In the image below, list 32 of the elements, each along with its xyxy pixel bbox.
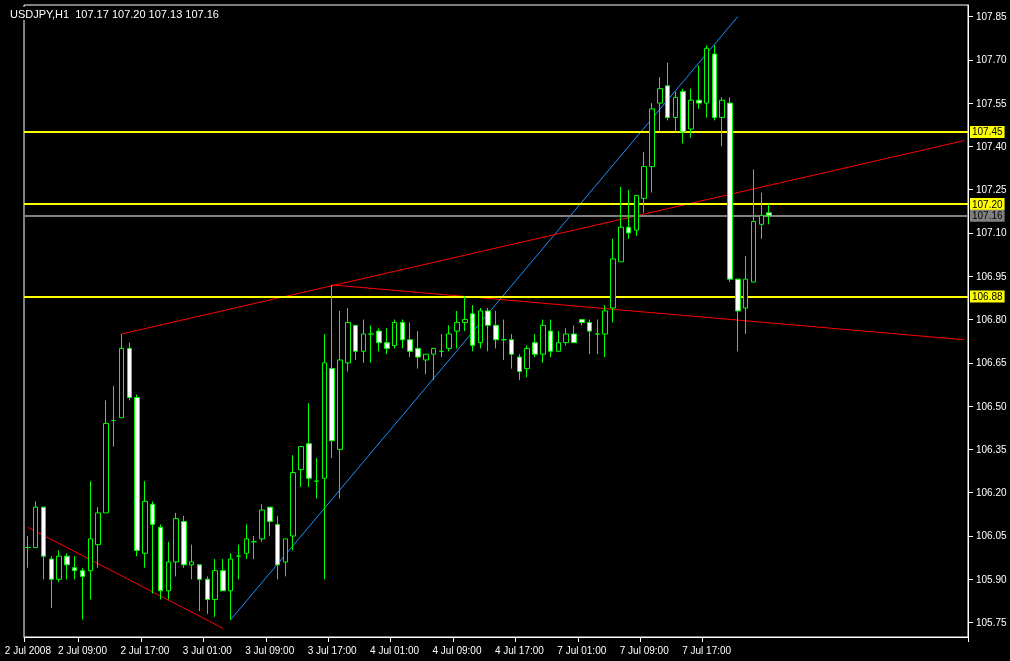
y-tick-label: 106.95: [976, 270, 1008, 282]
x-tick-label: 7 Jul 17:00: [682, 644, 732, 656]
x-tick-label: 7 Jul 09:00: [619, 644, 670, 656]
x-tick-label: 4 Jul 17:00: [494, 644, 545, 656]
y-tick-label: 107.70: [976, 54, 1008, 66]
ref-line-label: 107.45: [972, 126, 1004, 138]
x-tick-label: 3 Jul 17:00: [307, 644, 358, 656]
y-tick-label: 106.50: [976, 400, 1008, 412]
y-tick-label: 106.65: [976, 357, 1008, 369]
x-tick-label: 2 Jul 17:00: [120, 644, 170, 656]
ref-line-label: 107.16: [972, 210, 1004, 222]
chart-title: USDJPY,H1 107.17 107.20 107.13 107.16: [10, 7, 219, 20]
x-tick-label: 4 Jul 09:00: [432, 644, 482, 656]
y-tick-label: 107.85: [976, 11, 1008, 23]
y-tick-label: 106.80: [976, 314, 1008, 326]
x-tick-label: 3 Jul 01:00: [182, 644, 233, 656]
ref-line-label: 107.20: [972, 198, 1004, 210]
y-tick-label: 107.40: [976, 140, 1008, 152]
x-tick-label: 7 Jul 01:00: [557, 644, 607, 656]
x-tick-label: 3 Jul 09:00: [245, 644, 295, 656]
y-tick-label: 106.35: [976, 443, 1008, 455]
x-tick-label: 2 Jul 2008: [4, 644, 52, 656]
ref-line-label: 106.88: [972, 290, 1004, 302]
y-tick-label: 107.10: [976, 227, 1008, 239]
y-tick-label: 105.75: [976, 617, 1008, 629]
x-tick-label: 2 Jul 09:00: [58, 644, 108, 656]
y-tick-label: 105.90: [976, 573, 1008, 585]
y-tick-label: 106.05: [976, 530, 1008, 542]
y-tick-label: 106.20: [976, 487, 1008, 499]
x-tick-label: 4 Jul 01:00: [370, 644, 420, 656]
y-tick-label: 107.55: [976, 97, 1008, 109]
y-tick-label: 107.25: [976, 184, 1008, 196]
